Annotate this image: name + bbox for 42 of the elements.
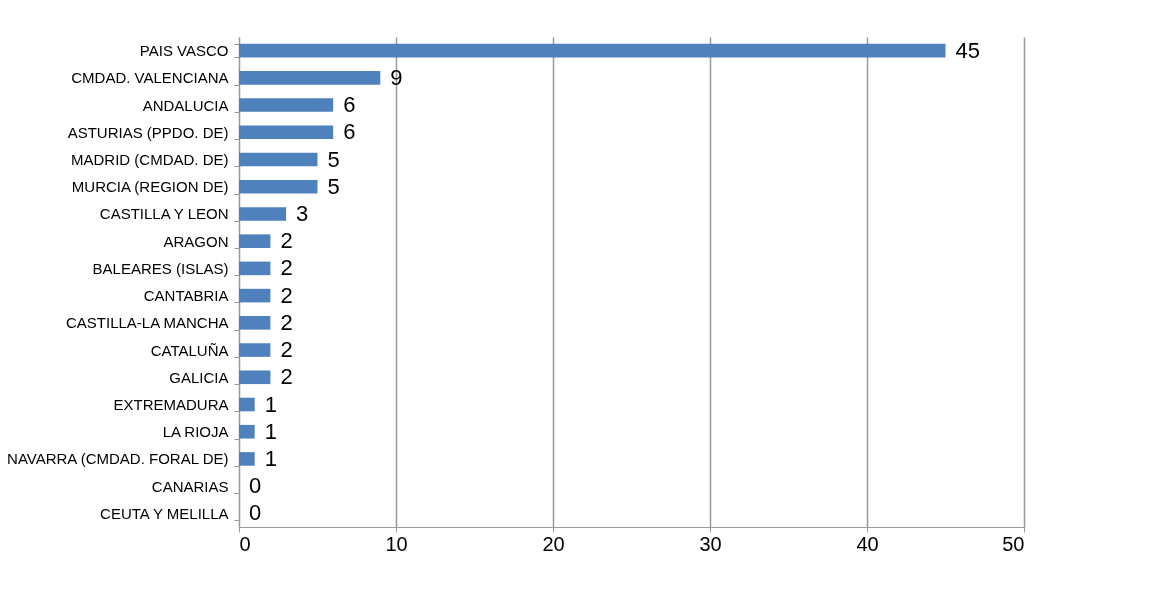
data-label: 2 (280, 337, 293, 363)
y-tick-label: GALICIA (169, 368, 229, 386)
y-tick-label: ANDALUCIA (142, 96, 229, 114)
y-tick-label: CANTABRIA (143, 287, 229, 305)
x-tick-label: 20 (542, 532, 565, 555)
data-label: 1 (264, 418, 277, 444)
y-tick-label: BALEARES (ISLAS) (92, 259, 229, 277)
y-tick-label: ASTURIAS (PPDO. DE) (67, 123, 229, 141)
data-label: 2 (280, 228, 293, 254)
data-label: 9 (390, 64, 403, 90)
x-tick-label: 10 (385, 532, 408, 555)
y-tick-label: NAVARRA (CMDAD. FORAL DE) (7, 450, 229, 468)
y-tick-label: CASTILLA Y LEON (99, 205, 229, 223)
y-tick-label: CEUTA Y MELILLA (100, 504, 229, 522)
x-tick-label: 50 (1002, 532, 1025, 555)
y-tick-label: EXTREMADURA (113, 396, 229, 413)
y-tick-label: LA RIOJA (162, 423, 229, 441)
data-label: 1 (264, 445, 277, 471)
y-tick-label: MADRID (CMDAD. DE) (71, 151, 229, 168)
y-tick-label: CATALUÑA (150, 341, 229, 359)
data-label: 5 (327, 173, 340, 199)
y-tick-label: ARAGON (163, 232, 229, 250)
y-tick-label: CANARIAS (151, 477, 229, 495)
x-tick-label: 40 (856, 532, 879, 555)
data-label: 0 (249, 500, 262, 526)
data-label: 6 (343, 92, 356, 118)
data-label: 2 (280, 282, 293, 308)
data-label: 45 (955, 37, 980, 63)
y-tick-label: CASTILLA-LA MANCHA (65, 314, 229, 332)
y-tick-label: PAIS VASCO (139, 42, 229, 60)
data-label: 6 (343, 119, 356, 145)
y-tick-label: MURCIA (REGION DE) (71, 178, 229, 196)
data-label: 2 (280, 255, 293, 281)
data-label: 5 (327, 146, 340, 172)
data-label: 0 (249, 473, 262, 499)
data-label: 2 (280, 364, 293, 390)
x-tick-label: 30 (699, 532, 722, 555)
data-label: 2 (280, 309, 293, 335)
x-tick-label: 0 (239, 532, 251, 555)
y-tick-label: CMDAD. VALENCIANA (71, 69, 229, 87)
data-label: 3 (296, 200, 309, 226)
data-label: 1 (264, 391, 277, 417)
